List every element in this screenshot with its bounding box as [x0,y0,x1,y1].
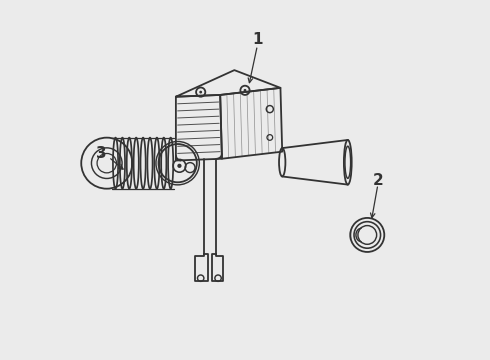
Circle shape [199,91,202,94]
Text: 3: 3 [96,146,107,161]
Circle shape [177,164,182,168]
Text: 2: 2 [372,172,383,188]
Text: 1: 1 [252,32,263,48]
Circle shape [244,89,246,92]
